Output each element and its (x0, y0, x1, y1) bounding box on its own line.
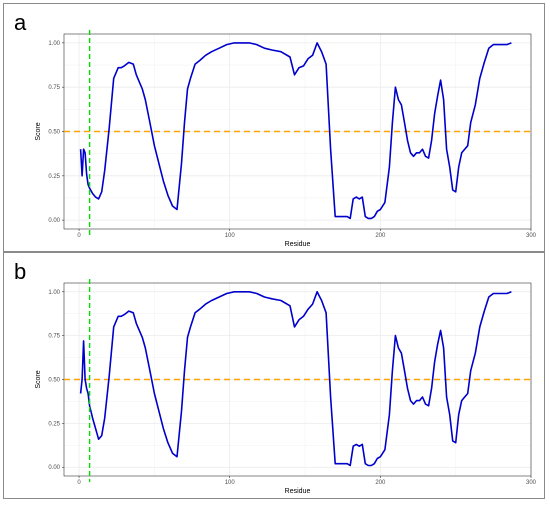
chart-a-y-tick-label: 1.00 (48, 41, 60, 47)
chart-a: 0 100 200 300 0.00 0.25 0.50 0.75 1.00 Residue Sco… (35, 30, 537, 248)
chart-a-y-tick-label: 0.00 (48, 218, 60, 224)
panel-label-b: b (14, 259, 27, 284)
chart-a-x-axis-title: Residue (285, 241, 311, 248)
panel-label-a: a (14, 10, 27, 35)
chart-b-x-tick-label: 300 (526, 480, 537, 486)
chart-b-x-axis-title: Residue (285, 488, 311, 495)
chart-b-y-tick-label: 0.00 (48, 465, 60, 471)
chart-b-x-tick-label: 0 (77, 480, 81, 486)
chart-a-x-tick-label: 0 (77, 233, 81, 239)
chart-b: 0 100 200 300 0.00 0.25 0.50 0.75 1.00 Residue Sco… (35, 279, 537, 495)
chart-a-y-tick-label: 0.50 (48, 130, 60, 136)
chart-b-y-tick-label: 1.00 (48, 290, 60, 296)
chart-a-x-tick-label: 200 (375, 233, 386, 239)
panel-a: a 0 100 200 300 0.00 0.25 0.50 0.75 1.00 Residue S… (3, 3, 545, 252)
chart-b-x-tick-label: 200 (375, 480, 386, 486)
chart-b-y-tick-label: 0.50 (48, 378, 60, 384)
chart-a-y-tick-label: 0.75 (48, 85, 60, 91)
chart-b-x-tick-label: 100 (225, 480, 236, 486)
chart-b-series-line-0 (79, 290, 512, 467)
chart-a-y-axis-title: Score (35, 122, 42, 140)
chart-a-y-tick-label: 0.25 (48, 174, 60, 180)
chart-b-y-tick-label: 0.75 (48, 334, 60, 340)
chart-b-y-tick-label: 0.25 (48, 421, 60, 427)
chart-a-series-line-0 (79, 42, 512, 220)
chart-a-x-tick-label: 300 (526, 233, 537, 239)
chart-b-y-axis-title: Score (35, 370, 42, 388)
chart-a-x-tick-label: 100 (225, 233, 236, 239)
panel-b: b 0 100 200 300 0.00 0.25 0.50 0.75 1.00 Residue S… (3, 252, 545, 499)
